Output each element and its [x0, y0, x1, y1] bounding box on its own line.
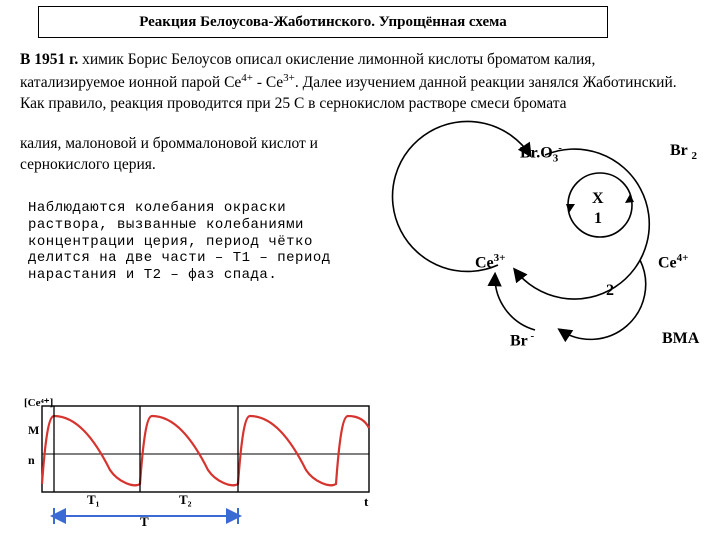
svg-text:n: n [28, 453, 35, 467]
label-ce3: Ce3+ [475, 252, 505, 272]
svg-text:M: M [28, 423, 39, 437]
svg-text:[Ce⁴⁺]: [Ce⁴⁺] [24, 397, 53, 409]
svg-text:T₁: T₁ [87, 492, 100, 507]
svg-text:T: T [140, 514, 149, 529]
label-2: 2 [606, 282, 614, 300]
label-1: 1 [594, 210, 602, 228]
label-x: X [592, 190, 604, 208]
label-br-minus: Br - [510, 330, 534, 350]
label-ce4: Ce4+ [658, 252, 688, 272]
page-title: Реакция Белоусова-Жаботинского. Упрощённ… [139, 14, 507, 31]
paragraph-2: калия, малоновой и броммалоновой кислот … [20, 134, 355, 176]
svg-text:T₂: T₂ [179, 492, 192, 507]
svg-text:t: t [364, 494, 369, 509]
title-box: Реакция Белоусова-Жаботинского. Упрощённ… [38, 6, 608, 38]
oscillation-chart: [Ce⁴⁺] M n T₁ T₂ T t [24, 398, 384, 526]
label-bma: BMA [662, 330, 699, 348]
paragraph-1: В 1951 г. химик Борис Белоусов описал ок… [20, 50, 700, 115]
label-br2: Br 2 [670, 142, 697, 162]
observation-paragraph: Наблюдаются колебания окраски раствора, … [28, 200, 358, 284]
oscillation-svg: [Ce⁴⁺] M n T₁ T₂ T t [24, 398, 384, 526]
label-bro3: Br.O3- [520, 142, 562, 165]
reaction-cycle-diagram: Br.O3- Br 2 X 1 Ce3+ Ce4+ 2 Br - BMA [380, 130, 710, 360]
